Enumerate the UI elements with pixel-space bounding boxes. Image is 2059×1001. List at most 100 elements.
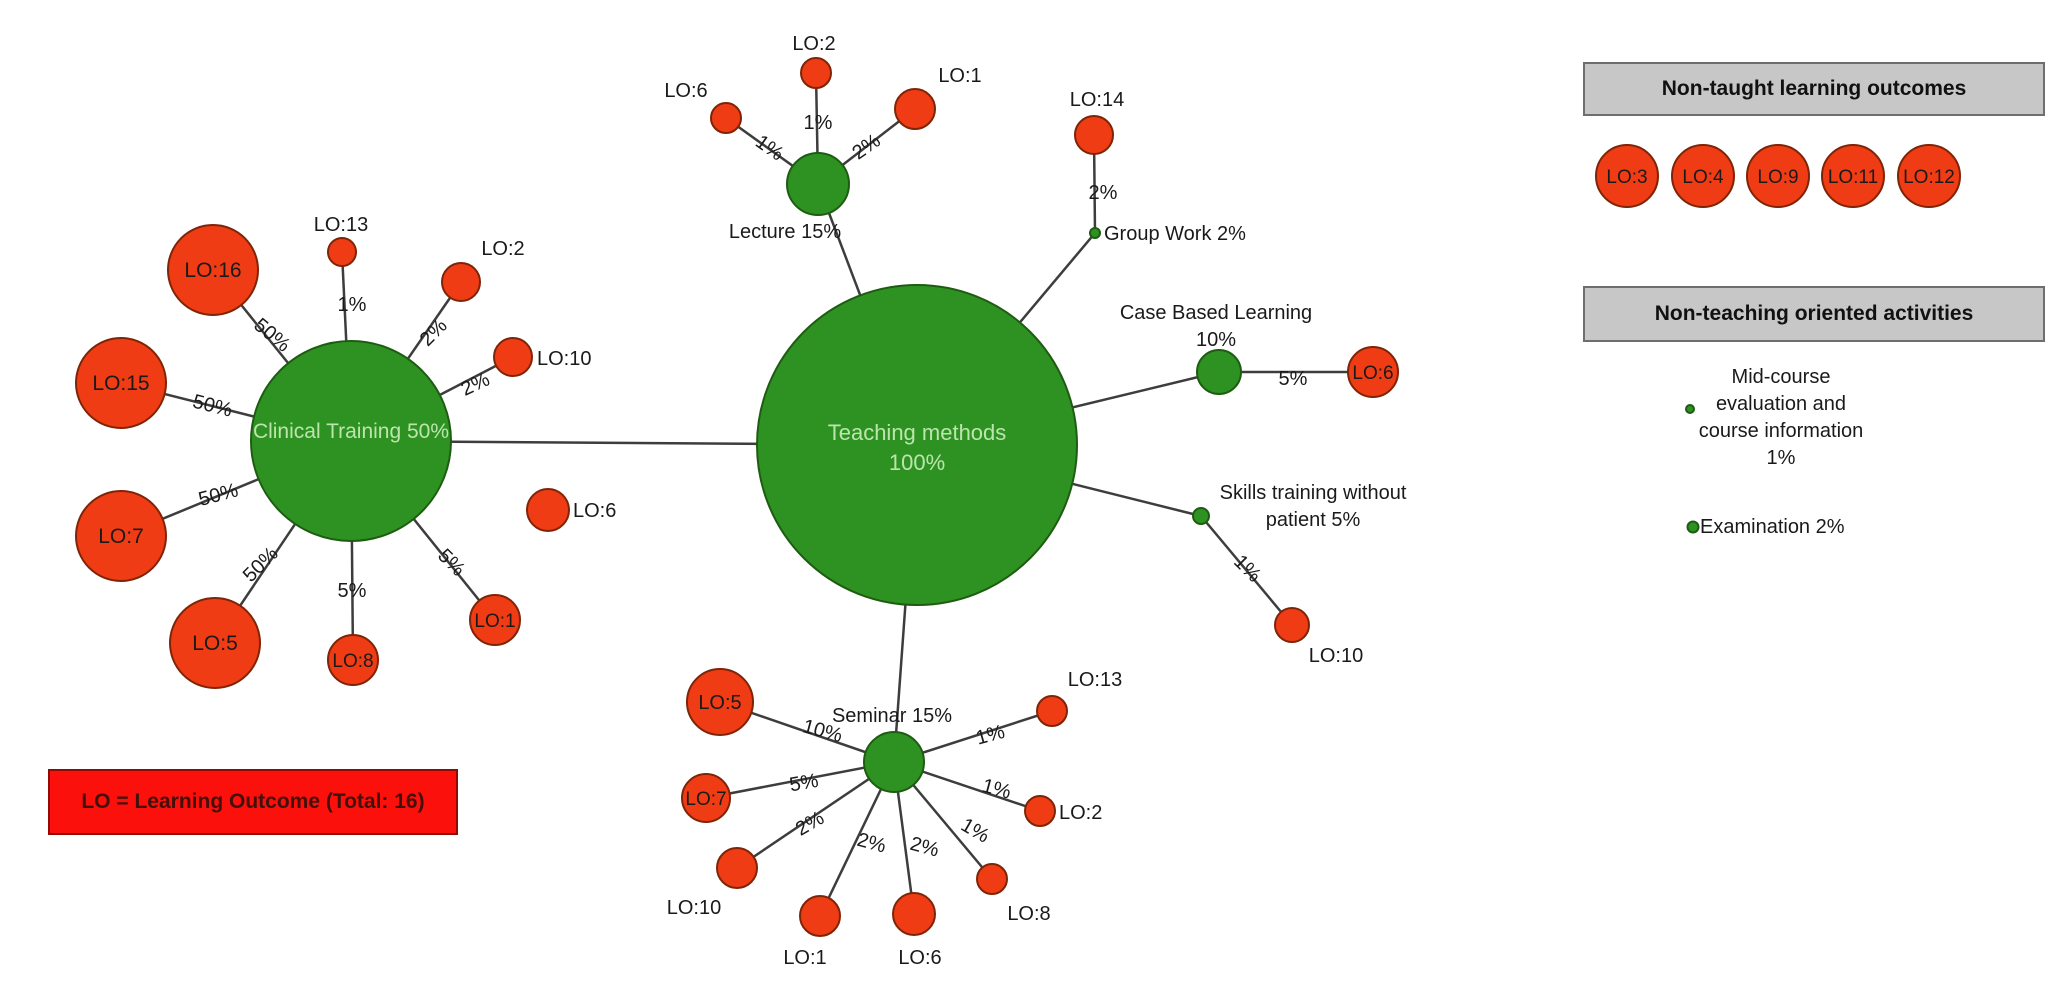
node-label-s6: LO:6 <box>898 947 941 969</box>
node-s7 <box>681 773 731 823</box>
node-b10 <box>1274 607 1310 643</box>
node-s8 <box>976 863 1008 895</box>
node-lecture <box>786 152 850 216</box>
node-c6 <box>526 488 570 532</box>
node-skills <box>1192 507 1210 525</box>
node-label-c6: LO:6 <box>573 500 616 522</box>
midcourse-evaluation-label: Mid-course evaluation and course informa… <box>1681 364 1881 472</box>
edge-label-17-2%: 2% <box>792 807 828 841</box>
node-c10 <box>493 337 533 377</box>
node-s6 <box>892 892 936 936</box>
node-label-n11: LO:11 <box>1828 167 1878 188</box>
midcourse-line-4: 1% <box>1766 447 1796 469</box>
node-label-l14: LO:14 <box>1070 89 1124 111</box>
node-label-c7: LO:7 <box>98 525 144 548</box>
node-label-c5: LO:5 <box>192 632 238 655</box>
node-label-n3: LO:3 <box>1606 167 1647 188</box>
edge-label-9-1%: 1% <box>751 131 787 166</box>
node-label-l2: LO:2 <box>792 33 835 55</box>
node-c15 <box>75 337 167 429</box>
edge-label-2-2%: 2% <box>416 315 452 351</box>
node-teaching <box>756 284 1078 606</box>
node-c16 <box>167 224 259 316</box>
node-seminar <box>863 731 925 793</box>
edge-label-19-2%: 2% <box>908 833 942 862</box>
node-n4 <box>1671 144 1735 208</box>
edge-label-0-50%: 50% <box>249 314 294 357</box>
node-label-teaching: Teaching methods 100% <box>828 420 1007 475</box>
node-c2 <box>441 262 481 302</box>
node-label-s8: LO:8 <box>1007 903 1050 925</box>
edge-skills-b10 <box>1200 515 1293 626</box>
node-label-c8: LO:8 <box>332 651 373 672</box>
midcourse-line-2: evaluation and <box>1715 393 1847 415</box>
node-s5 <box>686 668 754 736</box>
node-label-groupwork: Group Work 2% <box>1104 223 1246 245</box>
lo-legend-text: LO = Learning Outcome (Total: 16) <box>81 790 425 813</box>
node-label-seminar: Seminar 15% <box>832 705 952 727</box>
node-n12 <box>1897 144 1961 208</box>
non-taught-outcomes-title: Non-taught learning outcomes <box>1661 77 1967 100</box>
node-label-c1: LO:1 <box>474 611 515 632</box>
edge-label-6-50%: 50% <box>239 543 283 587</box>
edge-seminar-s7 <box>705 760 895 800</box>
node-s1 <box>799 895 841 937</box>
node-label-s1: LO:1 <box>783 947 826 969</box>
node-label-c13: LO:13 <box>314 214 368 236</box>
node-groupwork <box>1089 227 1101 239</box>
node-label-l6: LO:6 <box>664 80 707 102</box>
node-label-lecture: Lecture 15% <box>729 221 842 243</box>
node-label-c10: LO:10 <box>537 348 591 370</box>
node-label-b10: LO:10 <box>1309 645 1363 667</box>
node-l14 <box>1074 115 1114 155</box>
node-examination-dot <box>1686 520 1700 534</box>
edge-label-10-1%: 1% <box>804 112 833 134</box>
node-l2 <box>800 57 832 89</box>
edge-seminar-s10 <box>736 760 895 870</box>
node-n11 <box>1821 144 1885 208</box>
node-label-c2: LO:2 <box>481 238 524 260</box>
edge-label-18-2%: 2% <box>855 829 889 858</box>
node-l6 <box>710 102 742 134</box>
node-s10 <box>716 847 758 889</box>
node-midcourse-dot <box>1685 404 1695 414</box>
node-c1 <box>469 594 521 646</box>
lo-legend-box: LO = Learning Outcome (Total: 16) <box>48 769 458 835</box>
edge-label-16-5%: 5% <box>788 770 821 797</box>
node-label-skills: Skills training without patient 5% <box>1220 482 1407 531</box>
node-label-c15: LO:15 <box>92 372 149 395</box>
node-cbl <box>1196 349 1242 395</box>
node-label-clinical: Clinical Training 50% <box>253 420 449 443</box>
node-label-b6: LO:6 <box>1352 363 1393 384</box>
node-label-s13: LO:13 <box>1068 669 1122 691</box>
edge-label-12-2%: 2% <box>1089 182 1118 204</box>
node-s13 <box>1036 695 1068 727</box>
midcourse-line-1: Mid-course <box>1731 366 1831 388</box>
edge-label-21-1%: 1% <box>980 775 1014 804</box>
edge-label-4-50%: 50% <box>190 391 234 422</box>
non-taught-outcomes-header: Non-taught learning outcomes <box>1583 62 2045 116</box>
node-n3 <box>1595 144 1659 208</box>
node-label-s5: LO:5 <box>698 692 741 714</box>
non-teaching-activities-title: Non-teaching oriented activities <box>1654 302 1974 325</box>
node-clinical <box>250 340 452 542</box>
node-c13 <box>327 237 357 267</box>
edge-label-1-1%: 1% <box>338 294 367 316</box>
node-c7 <box>75 490 167 582</box>
edge-label-7-5%: 5% <box>338 580 367 602</box>
edge-label-22-1%: 1% <box>974 721 1008 750</box>
node-b6 <box>1347 346 1399 398</box>
node-label-c16: LO:16 <box>184 259 241 282</box>
midcourse-line-3: course information <box>1698 420 1864 442</box>
edge-label-11-2%: 2% <box>848 130 884 165</box>
non-teaching-activities-header: Non-teaching oriented activities <box>1583 286 2045 342</box>
node-c5 <box>169 597 261 689</box>
edge-label-13-5%: 5% <box>1279 368 1308 390</box>
edge-label-5-50%: 50% <box>196 479 241 511</box>
examination-label: Examination 2% <box>1700 516 1845 538</box>
node-s2 <box>1024 795 1056 827</box>
node-c8 <box>327 634 379 686</box>
node-l1 <box>894 88 936 130</box>
node-label-n4: LO:4 <box>1682 167 1724 188</box>
node-label-l1: LO:1 <box>938 65 981 87</box>
